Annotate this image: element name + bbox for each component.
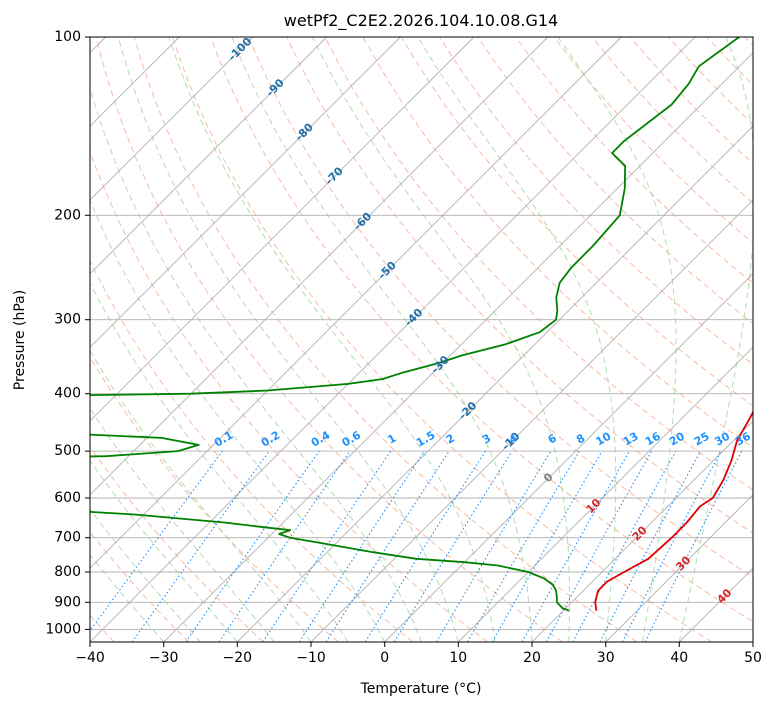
moist-adiabat: [417, 37, 617, 642]
mixing-ratio-line: [131, 450, 270, 642]
moist-adiabat: [312, 37, 570, 642]
x-tick-label: −40: [75, 650, 105, 666]
y-tick-label: 100: [54, 29, 81, 45]
background-lines: [90, 37, 753, 642]
dry-adiabat: [133, 37, 638, 642]
mixing-ratio-line: [545, 450, 653, 642]
isotherm-line: [90, 37, 254, 201]
moist-adiabat: [90, 460, 238, 642]
isotherm-line: [752, 641, 753, 642]
x-tick-label: −20: [223, 650, 253, 666]
isotherm-line: [531, 420, 753, 642]
x-tick-label: −30: [149, 650, 179, 666]
sounding-profiles: [90, 37, 753, 612]
x-tick-label: −10: [296, 650, 326, 666]
moist-adiabat: [168, 37, 496, 642]
dewpoint-profile: [90, 510, 570, 612]
dewpoint-profile: [90, 433, 200, 458]
y-tick-label: 900: [54, 594, 81, 610]
mixing-ratio-line: [644, 450, 743, 642]
dry-adiabat: [210, 37, 753, 623]
mixing-ratio-line: [218, 450, 351, 642]
mixing-ratio-line: [298, 450, 425, 642]
moist-adiabat: [90, 199, 386, 642]
isotherm-line: [90, 37, 401, 348]
y-tick-label: 600: [54, 490, 81, 506]
isotherm-line: [605, 494, 753, 642]
isotherm-line: [90, 37, 696, 642]
dry-adiabat: [90, 356, 339, 642]
x-axis-title: Temperature (°C): [360, 681, 482, 697]
mixing-ratio-line: [572, 450, 677, 642]
dewpoint-profile: [90, 37, 740, 397]
mixing-ratio-line: [393, 450, 513, 642]
moist-adiabat: [231, 37, 533, 642]
dry-adiabat: [95, 37, 563, 642]
moist-adiabat: [90, 407, 275, 642]
moist-adiabat: [90, 554, 165, 642]
x-tick-label: 30: [597, 650, 615, 666]
y-tick-label: 700: [54, 530, 81, 546]
isotherm-line: [457, 346, 753, 642]
isotherm-line: [384, 273, 753, 642]
dry-adiabat: [324, 37, 753, 491]
y-tick-label: 300: [54, 312, 81, 328]
x-tick-label: 10: [449, 650, 467, 666]
isotherm-line: [310, 199, 753, 642]
moist-adiabat: [90, 86, 422, 642]
y-tick-label: 800: [54, 564, 81, 580]
y-tick-label: 500: [54, 443, 81, 459]
axes: −40 −30 −20 −10 0 10 20 30 40 50 100 200 300 400 500 60…: [45, 29, 762, 666]
x-tick-label: 50: [744, 650, 762, 666]
mixing-ratio-line: [262, 450, 392, 642]
isotherm-line: [90, 37, 328, 275]
plot-frame: [89, 36, 754, 643]
x-tick-label: 20: [523, 650, 541, 666]
mixing-ratio-line: [90, 450, 223, 632]
mixing-ratio-line: [521, 450, 630, 642]
isotherm-line: [236, 125, 753, 642]
dry-adiabat: [90, 445, 264, 642]
x-tick-label: 40: [670, 650, 688, 666]
temperature-profile: [594, 410, 753, 611]
y-tick-label: 400: [54, 386, 81, 402]
moist-adiabat: [678, 37, 753, 642]
dry-adiabat: [286, 37, 753, 534]
dry-adiabat: [90, 259, 414, 642]
isotherm-line: [90, 37, 622, 569]
mixing-ratio-line: [325, 450, 450, 642]
y-axis-title: Pressure (hPa): [12, 290, 28, 390]
mixing-ratio-line: [185, 450, 320, 642]
y-tick-label: 1000: [45, 621, 81, 637]
isotherm-line: [163, 52, 753, 642]
moist-adiabat: [90, 508, 201, 642]
isotherm-line: [90, 37, 475, 422]
moist-adiabat: [117, 37, 459, 642]
isotherm-line: [90, 37, 549, 496]
dry-adiabat: [515, 37, 753, 284]
chart-title: wetPf2_C2E2.2026.104.10.08.G14: [284, 11, 558, 31]
x-tick-label: 0: [380, 650, 389, 666]
moist-adiabat: [90, 281, 349, 642]
y-tick-label: 200: [54, 207, 81, 223]
dry-adiabat: [248, 37, 753, 578]
plot-background: [90, 37, 753, 642]
dry-adiabat: [171, 37, 712, 642]
